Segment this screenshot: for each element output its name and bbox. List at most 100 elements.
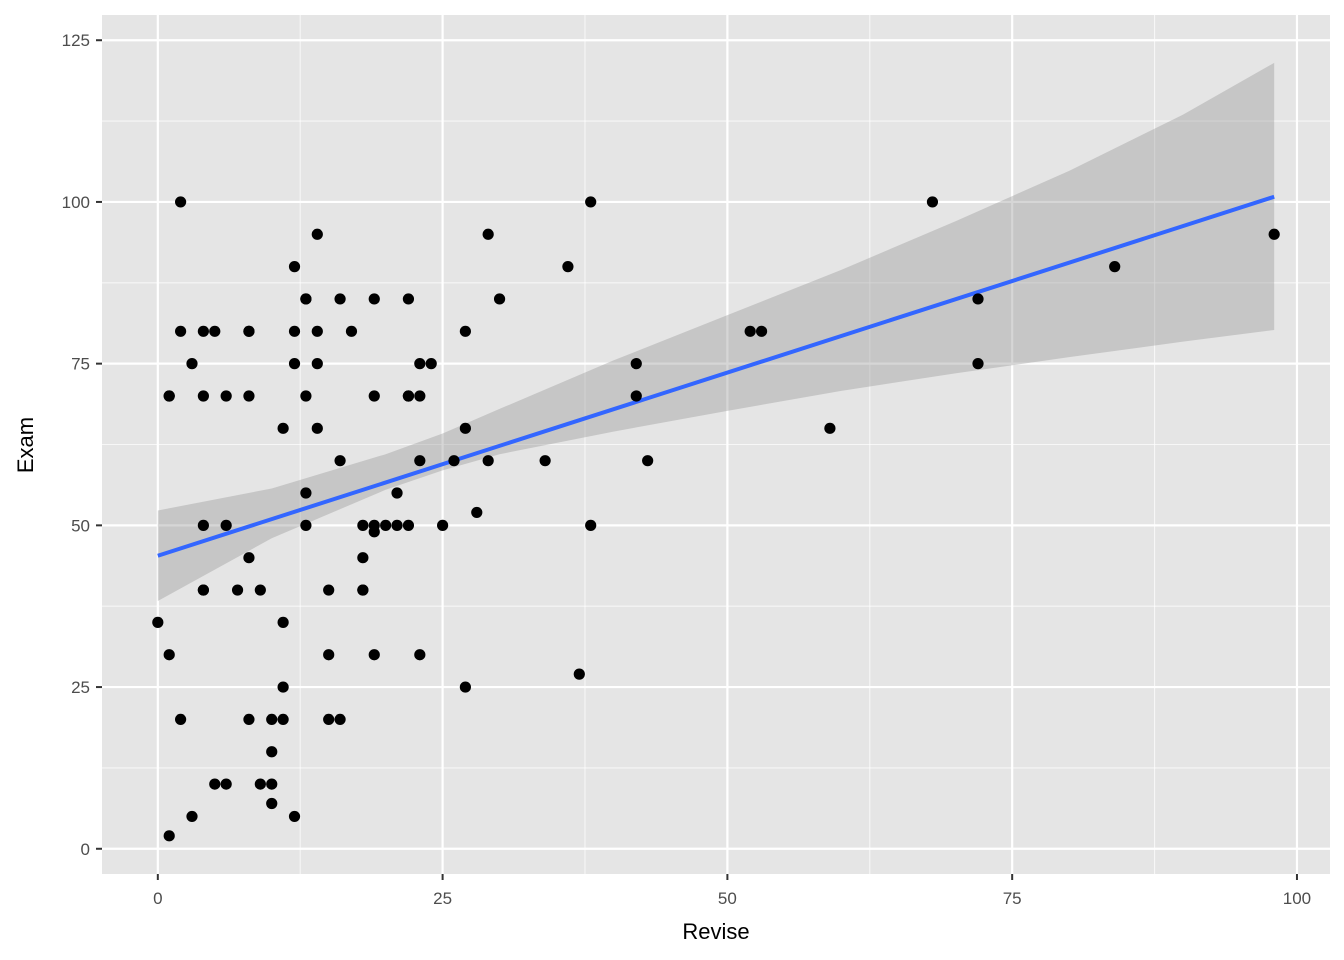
y-tick-label: 125 xyxy=(62,31,90,50)
data-point xyxy=(288,358,301,370)
data-point xyxy=(243,390,255,402)
data-point xyxy=(220,519,232,531)
data-point xyxy=(186,358,198,370)
y-tick-label: 100 xyxy=(62,193,90,212)
data-point xyxy=(175,713,187,726)
data-point xyxy=(243,713,255,726)
data-point xyxy=(152,616,164,628)
data-point xyxy=(345,325,358,337)
data-point xyxy=(266,746,278,758)
x-tick-label: 75 xyxy=(1003,889,1022,908)
x-tick-label: 25 xyxy=(433,889,452,908)
data-point xyxy=(243,552,255,564)
y-tick-label: 50 xyxy=(71,516,90,535)
data-point xyxy=(197,584,209,596)
data-point xyxy=(288,325,301,337)
data-point xyxy=(414,390,426,402)
data-point xyxy=(368,390,380,402)
x-tick-label: 50 xyxy=(718,889,737,908)
data-point xyxy=(368,649,380,661)
data-point xyxy=(459,422,471,434)
data-point xyxy=(585,196,597,208)
data-point xyxy=(402,293,415,305)
data-point xyxy=(414,649,426,661)
y-axis-title: Exam xyxy=(13,417,38,473)
data-point xyxy=(277,713,289,726)
data-point xyxy=(357,552,369,564)
data-point xyxy=(300,293,312,305)
data-point xyxy=(209,325,221,337)
data-point xyxy=(243,325,255,337)
data-point xyxy=(334,293,346,305)
data-point xyxy=(539,455,551,467)
data-point xyxy=(471,506,483,519)
data-point xyxy=(437,519,449,531)
data-point xyxy=(448,455,460,467)
data-point xyxy=(972,358,984,370)
data-point xyxy=(311,228,323,240)
data-point xyxy=(266,713,278,726)
x-tick-label: 0 xyxy=(153,889,162,908)
data-point xyxy=(277,422,289,434)
data-point xyxy=(368,526,380,538)
data-point xyxy=(175,325,187,337)
data-point xyxy=(380,519,392,531)
data-point xyxy=(425,358,437,370)
data-point xyxy=(197,519,209,531)
data-point xyxy=(288,261,301,273)
data-point xyxy=(300,519,312,531)
data-point xyxy=(323,713,335,726)
data-point xyxy=(186,810,198,823)
data-point xyxy=(357,519,369,531)
data-point xyxy=(254,584,266,596)
data-point xyxy=(459,681,471,693)
data-point xyxy=(402,390,415,402)
data-point xyxy=(334,713,346,726)
data-point xyxy=(573,668,585,680)
data-point xyxy=(300,390,312,402)
data-point xyxy=(311,325,323,337)
major-gridlines xyxy=(102,15,1330,874)
y-tick-label: 0 xyxy=(81,840,90,859)
regression-line xyxy=(157,194,1275,558)
y-tick-label: 75 xyxy=(71,355,90,374)
data-point xyxy=(459,325,471,337)
data-point xyxy=(630,390,642,402)
data-point xyxy=(311,358,323,370)
minor-gridlines xyxy=(102,15,1330,874)
data-point xyxy=(744,325,756,337)
data-point xyxy=(288,810,301,823)
data-point xyxy=(630,358,642,370)
data-point xyxy=(414,455,426,467)
data-point xyxy=(163,390,175,402)
data-point xyxy=(266,797,278,810)
data-point xyxy=(368,293,380,305)
data-point xyxy=(300,487,312,499)
data-point xyxy=(175,196,187,208)
data-point xyxy=(163,830,175,842)
data-point xyxy=(1268,228,1280,240)
data-point xyxy=(482,228,494,240)
data-point xyxy=(1109,261,1121,273)
data-point xyxy=(642,455,654,467)
data-point xyxy=(323,584,335,596)
data-point xyxy=(163,649,175,661)
x-tick-label: 100 xyxy=(1283,889,1311,908)
data-point xyxy=(824,422,836,434)
data-point xyxy=(391,519,403,531)
fit-line-layer xyxy=(157,194,1275,558)
data-point xyxy=(266,778,278,790)
data-point xyxy=(277,681,289,693)
x-axis-title: Revise xyxy=(682,919,749,944)
y-tick-label: 25 xyxy=(71,678,90,697)
data-point xyxy=(220,390,232,402)
data-point xyxy=(493,293,506,305)
data-point xyxy=(334,455,346,467)
data-point xyxy=(562,261,574,273)
data-point xyxy=(402,519,415,531)
data-point xyxy=(357,584,369,596)
data-point xyxy=(311,422,323,434)
data-point xyxy=(972,293,984,305)
data-point xyxy=(254,778,266,790)
